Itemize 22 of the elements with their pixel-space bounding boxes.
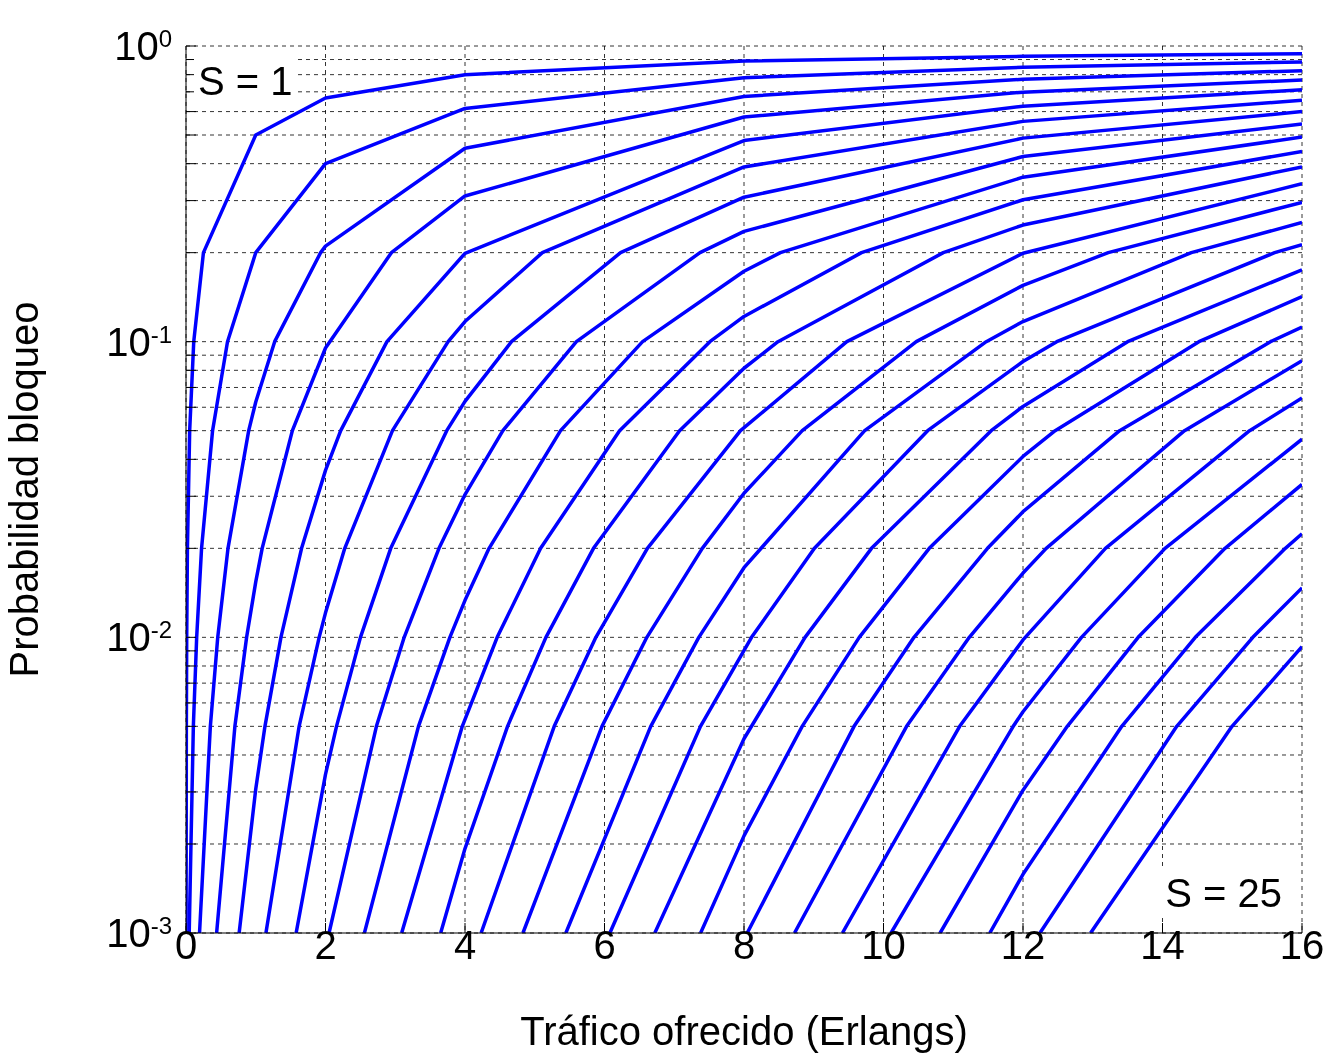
x-tick-label: 14 bbox=[1140, 923, 1185, 967]
x-tick-label: 16 bbox=[1279, 923, 1325, 967]
annotation: S = 25 bbox=[1161, 870, 1286, 916]
x-tick-label: 0 bbox=[174, 923, 198, 967]
line-series bbox=[889, 437, 1302, 933]
x-tick-label: 6 bbox=[593, 923, 616, 967]
y-tick-label: 10$^{0}$ bbox=[114, 24, 172, 68]
x-tick-label: 12 bbox=[1000, 923, 1046, 967]
line-series bbox=[840, 396, 1302, 933]
x-tick-label: 10 bbox=[861, 923, 906, 967]
x-tick-label: 2 bbox=[314, 923, 337, 967]
y-tick-label: 10$^{-3}$ bbox=[106, 911, 172, 955]
annotation: S = 1 bbox=[194, 58, 297, 104]
line-series bbox=[938, 482, 1302, 933]
y-tick-label: 10$^{-1}$ bbox=[106, 319, 172, 364]
line-series bbox=[1038, 586, 1302, 933]
y-axis-title: Probabilidad bloqueo bbox=[2, 301, 47, 678]
y-tick-label: 10$^{-2}$ bbox=[106, 615, 172, 660]
x-tick-label: 8 bbox=[732, 923, 756, 967]
x-axis-title: Tráfico ofrecido (Erlangs) bbox=[520, 1009, 968, 1053]
line-series bbox=[988, 532, 1302, 933]
x-tick-label: 4 bbox=[453, 923, 477, 967]
